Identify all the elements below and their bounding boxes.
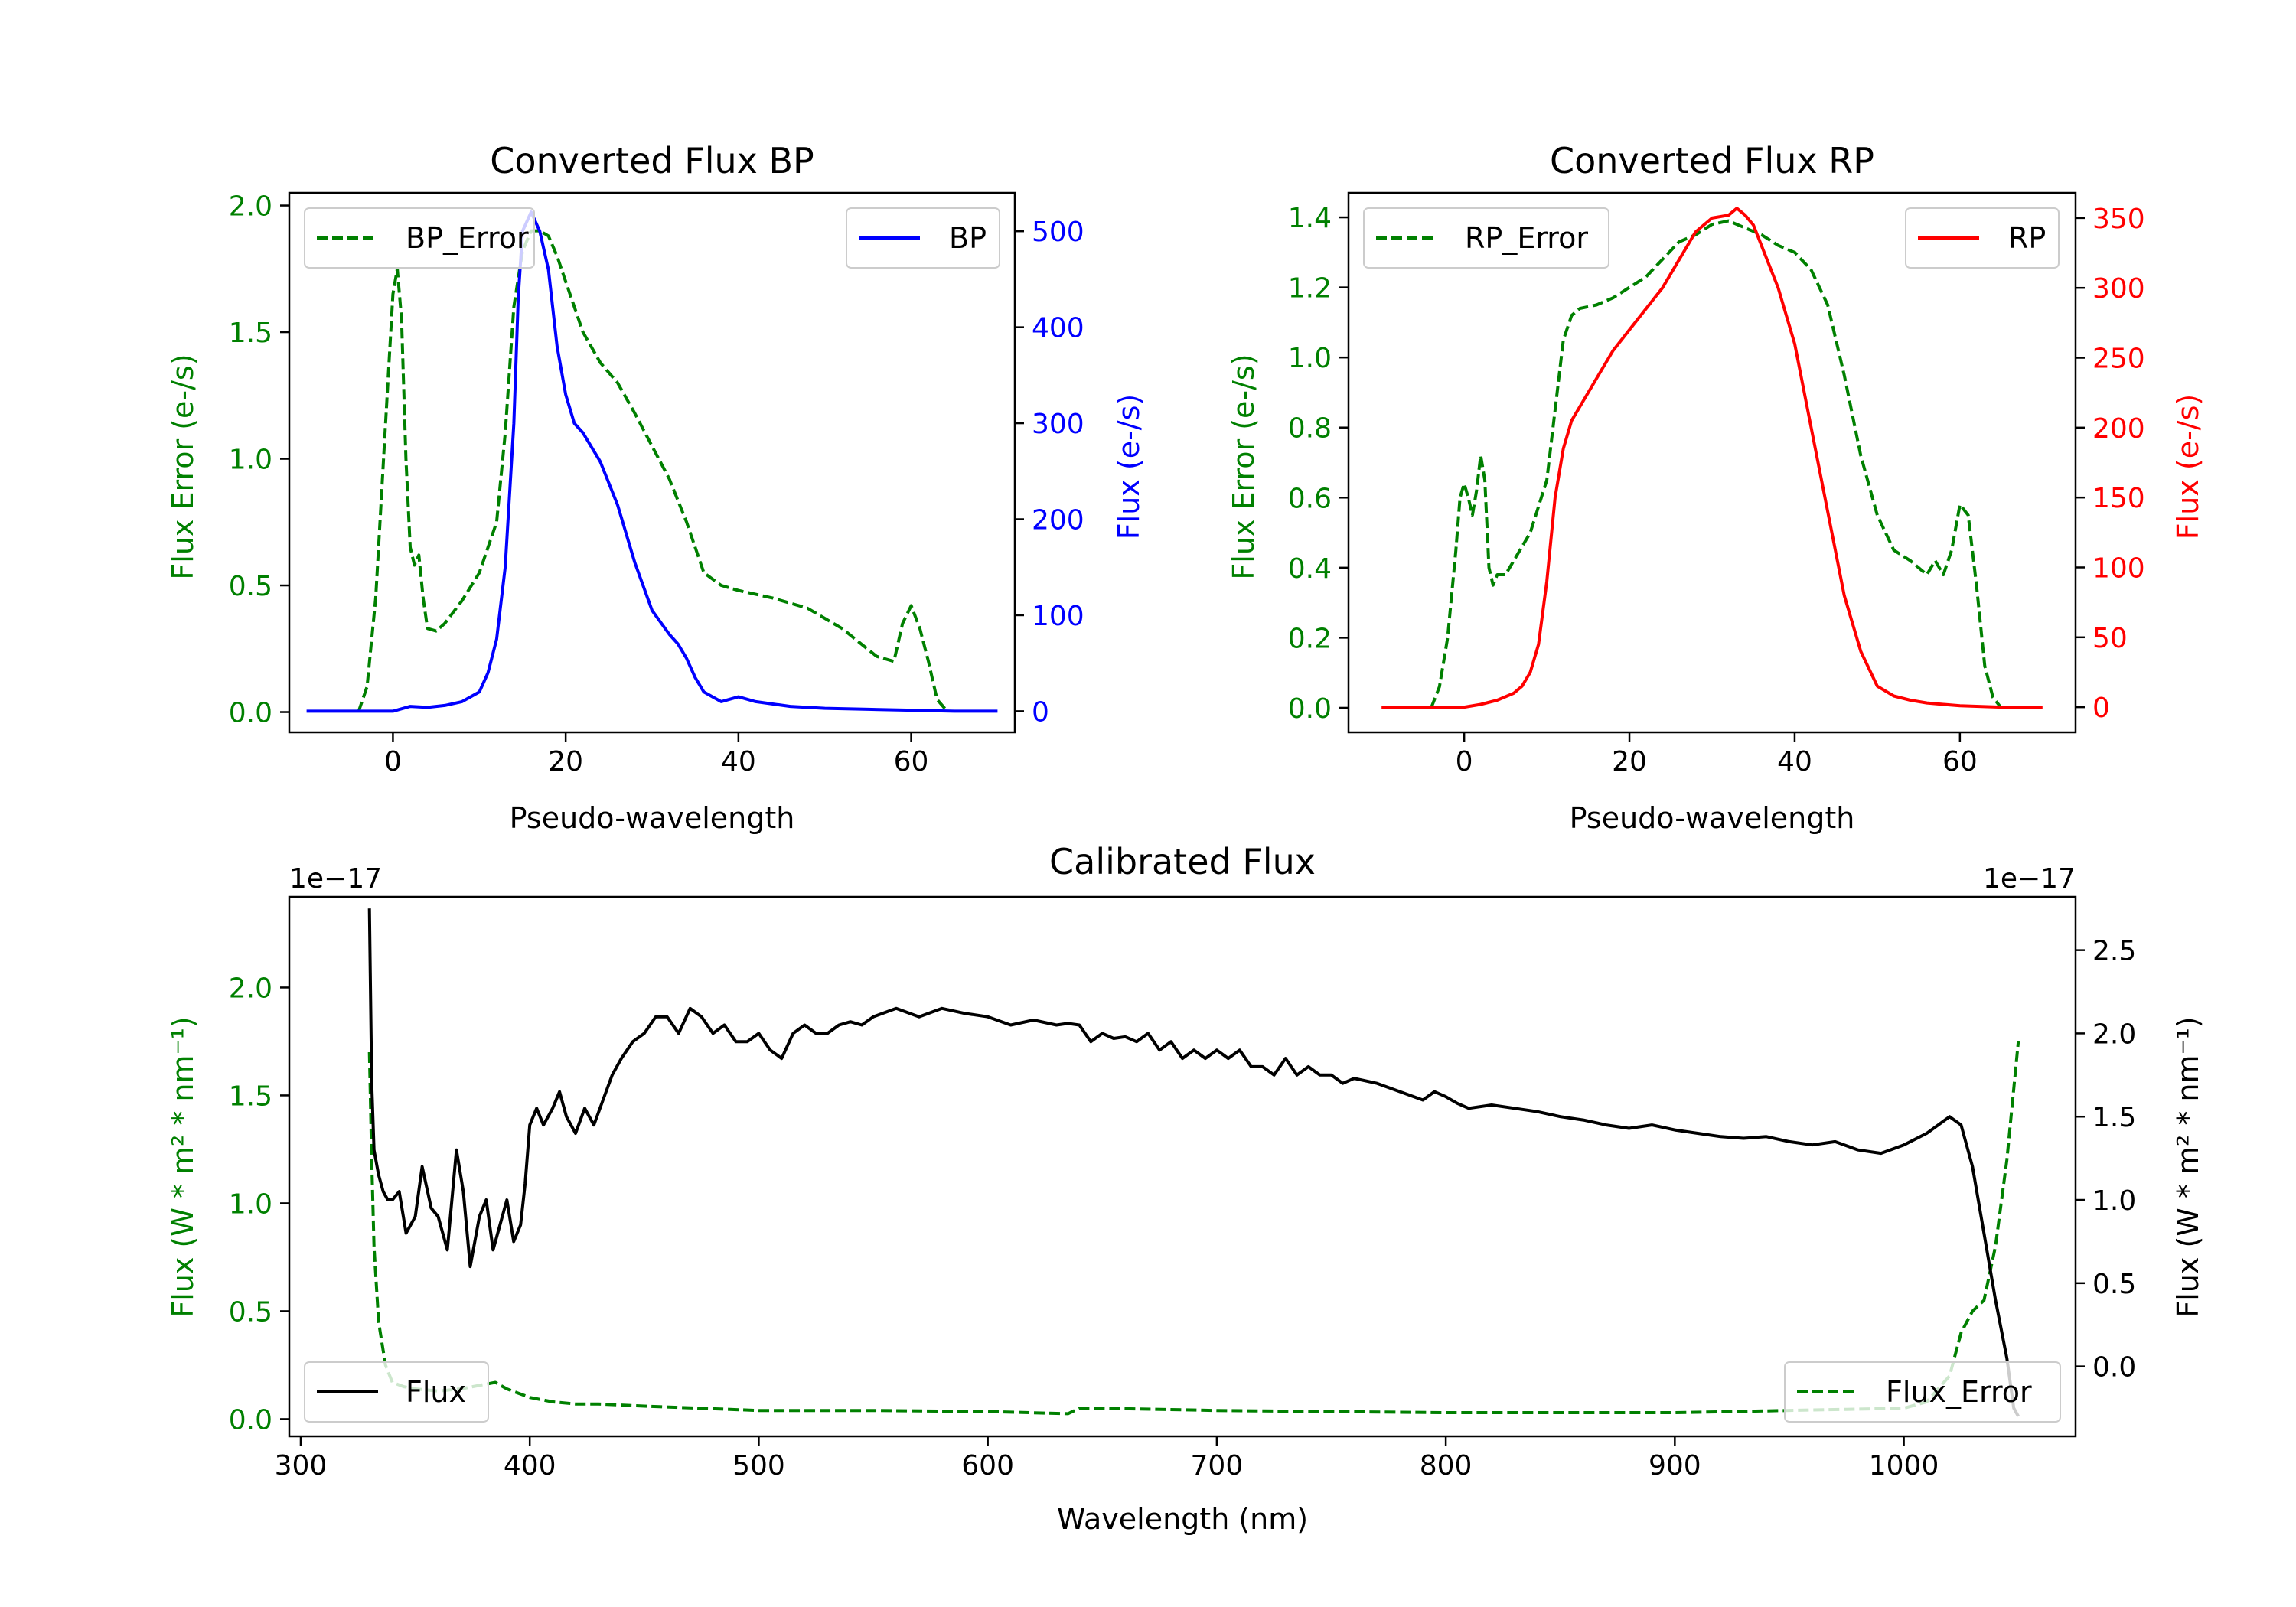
legend-box — [1784, 1361, 2061, 1423]
legend-label: RP — [2008, 221, 2046, 255]
right-y-tick-label: 0 — [1032, 696, 1049, 728]
legend-label: RP_Error — [1465, 221, 1588, 255]
right-y-tick-label: 400 — [1032, 313, 1084, 344]
panel-calibrated-flux: Calibrated Flux 1e−17 1e−17 Wavelength (… — [166, 841, 2205, 1536]
legend-flux: Flux — [304, 1361, 489, 1423]
series-line-rp — [1381, 207, 2043, 709]
x-tick-label: 500 — [732, 1450, 785, 1482]
right-y-tick-label: 1.5 — [2092, 1102, 2136, 1133]
legend-label: Flux — [406, 1375, 466, 1409]
left-y-tick-label: 0.4 — [1288, 553, 1332, 585]
series-line-bp — [306, 210, 998, 713]
left-y-tick-label: 0.5 — [229, 1296, 272, 1328]
left-y-tick-label: 1.5 — [229, 1081, 272, 1112]
x-axis-label: Pseudo-wavelength — [510, 801, 795, 835]
right-y-tick-label: 100 — [2092, 553, 2145, 584]
right-y-tick-label: 300 — [2092, 273, 2145, 305]
left-y-tick-label: 0.8 — [1288, 413, 1332, 445]
left-y-tick-label: 0.6 — [1288, 483, 1332, 514]
right-y-tick-label: 0.5 — [2092, 1269, 2136, 1300]
x-tick-label: 40 — [1777, 746, 1812, 777]
left-y-tick-label: 0.0 — [229, 1404, 272, 1436]
chart-title: Calibrated Flux — [1049, 841, 1316, 882]
left-y-tick-label: 0.0 — [1288, 693, 1332, 725]
x-tick-label: 600 — [961, 1450, 1014, 1482]
right-y-tick-label: 250 — [2092, 344, 2145, 375]
x-axis-label: Pseudo-wavelength — [1570, 801, 1855, 835]
legend-rp: RP — [1905, 207, 2060, 269]
series-line-flux-error — [367, 1041, 2020, 1416]
right-y-tick-label: 500 — [1032, 217, 1084, 248]
right-y-tick-label: 350 — [2092, 204, 2145, 235]
legend-box — [304, 1361, 489, 1423]
x-tick-label: 40 — [721, 746, 756, 777]
legend-box — [1363, 207, 1609, 269]
right-y-axis-label: Flux (e-/s) — [1112, 394, 1146, 539]
legend-bp-error: BP_Error — [304, 207, 535, 269]
x-tick-label: 800 — [1420, 1450, 1473, 1482]
left-y-tick-label: 0.0 — [229, 698, 272, 729]
left-offset-label: 1e−17 — [289, 863, 382, 895]
series-line-rp-error — [1430, 219, 2003, 709]
legend-rp-error: RP_Error — [1363, 207, 1609, 269]
left-y-tick-label: 1.4 — [1288, 203, 1332, 234]
right-y-tick-label: 1.0 — [2092, 1185, 2136, 1217]
chart-title: Converted Flux BP — [490, 140, 814, 181]
right-y-axis-label: Flux (W * m² * nm⁻¹) — [2171, 1016, 2205, 1317]
x-tick-label: 900 — [1649, 1450, 1701, 1482]
legend-bp: BP — [846, 207, 1000, 269]
series-line-flux — [367, 908, 2020, 1417]
right-y-tick-label: 300 — [1032, 409, 1084, 440]
legend-label: Flux_Error — [1886, 1375, 2032, 1409]
left-y-tick-label: 1.0 — [229, 445, 272, 476]
series-line-bp-error — [357, 229, 947, 713]
right-offset-label: 1e−17 — [1983, 863, 2076, 895]
right-y-tick-label: 100 — [1032, 601, 1084, 632]
left-y-tick-label: 2.0 — [229, 973, 272, 1004]
left-y-axis-label: Flux Error (e-/s) — [1227, 354, 1261, 579]
legend-label: BP — [949, 221, 987, 255]
chart-title: Converted Flux RP — [1550, 140, 1874, 181]
legend-box — [1905, 207, 2060, 269]
left-y-tick-label: 0.5 — [229, 571, 272, 602]
left-y-tick-label: 1.0 — [229, 1188, 272, 1220]
left-y-tick-label: 2.0 — [229, 191, 272, 223]
x-tick-label: 20 — [548, 746, 583, 777]
x-tick-label: 0 — [384, 746, 402, 777]
left-y-axis-label: Flux (W * m² * nm⁻¹) — [166, 1016, 200, 1317]
legend-flux-error: Flux_Error — [1784, 1361, 2061, 1423]
right-y-tick-label: 0.0 — [2092, 1352, 2136, 1384]
x-tick-label: 400 — [504, 1450, 556, 1482]
legend-box — [304, 207, 535, 269]
x-tick-label: 20 — [1612, 746, 1647, 777]
plot-frame — [288, 191, 1016, 734]
left-y-tick-label: 1.2 — [1288, 273, 1332, 305]
plot-frame — [288, 895, 2077, 1438]
legend-label: BP_Error — [406, 221, 529, 255]
right-y-tick-label: 50 — [2092, 623, 2128, 654]
x-tick-label: 60 — [894, 746, 929, 777]
x-tick-label: 700 — [1191, 1450, 1244, 1482]
right-y-tick-label: 200 — [1032, 505, 1084, 536]
x-tick-label: 1000 — [1869, 1450, 1939, 1482]
legend-box — [846, 207, 1000, 269]
right-y-tick-label: 2.5 — [2092, 936, 2136, 967]
right-y-tick-label: 2.0 — [2092, 1019, 2136, 1050]
x-tick-label: 300 — [275, 1450, 328, 1482]
right-y-tick-label: 0 — [2092, 693, 2110, 724]
panel-converted-flux-rp: Converted Flux RP Pseudo-wavelength Flux… — [1227, 140, 2205, 835]
left-y-tick-label: 1.5 — [229, 318, 272, 349]
x-tick-label: 0 — [1456, 746, 1473, 777]
left-y-tick-label: 0.2 — [1288, 623, 1332, 654]
right-y-tick-label: 200 — [2092, 413, 2145, 445]
left-y-tick-label: 1.0 — [1288, 343, 1332, 374]
right-y-axis-label: Flux (e-/s) — [2171, 394, 2205, 539]
right-y-tick-label: 150 — [2092, 483, 2145, 514]
panel-converted-flux-bp: Converted Flux BP Pseudo-wavelength Flux… — [166, 140, 1146, 835]
left-y-axis-label: Flux Error (e-/s) — [166, 354, 200, 579]
plot-frame — [1347, 191, 2077, 734]
x-tick-label: 60 — [1942, 746, 1978, 777]
x-axis-label: Wavelength (nm) — [1057, 1502, 1308, 1536]
